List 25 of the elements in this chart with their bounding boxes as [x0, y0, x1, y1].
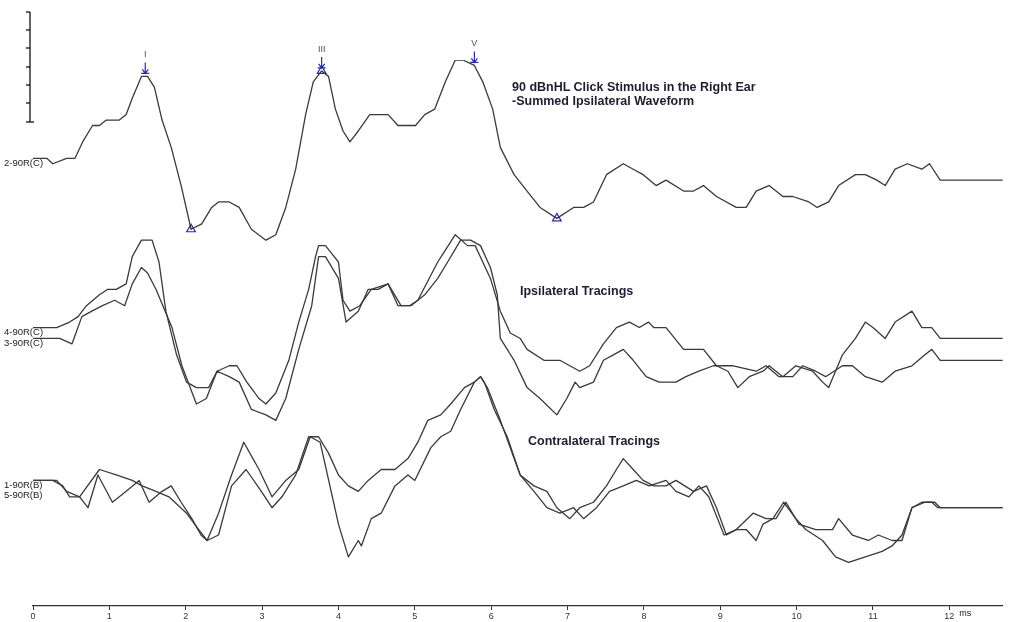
x-tick-label: 12 — [944, 610, 955, 621]
series-label: 1-90R(B) — [4, 479, 43, 491]
annotation: V — [471, 38, 478, 49]
annotation: Ipsilateral Tracings — [520, 284, 634, 299]
x-tick-label: 10 — [791, 610, 802, 621]
x-tick-label: 2 — [183, 610, 189, 621]
annotation: Contralateral Tracings — [528, 434, 661, 449]
x-tick-label: 8 — [641, 610, 647, 621]
x-tick-label: 11 — [868, 610, 878, 621]
x-tick-label: 4 — [335, 610, 341, 621]
x-tick-label: 9 — [717, 610, 723, 621]
x-axis-title: ms — [959, 607, 972, 618]
series-label: 2-90R(C) — [4, 156, 44, 168]
annotation: I — [143, 49, 147, 60]
series-label: 3-90R(C) — [4, 337, 44, 349]
x-tick-label: 7 — [565, 610, 571, 621]
x-tick-label: 3 — [259, 610, 265, 621]
annotation: 90 dBnHL Click Stimulus in the Right Ear -Summed Ipsilateral Waveform — [512, 80, 756, 109]
series-label: 4-90R(C) — [4, 326, 44, 338]
x-tick-label: 5 — [412, 610, 418, 621]
x-tick-label: 1 — [106, 610, 112, 621]
series-label: 5-90R(B) — [4, 489, 43, 501]
x-tick-label: 6 — [488, 610, 494, 621]
annotation: III — [317, 43, 326, 54]
x-tick-label: 0 — [30, 610, 36, 621]
